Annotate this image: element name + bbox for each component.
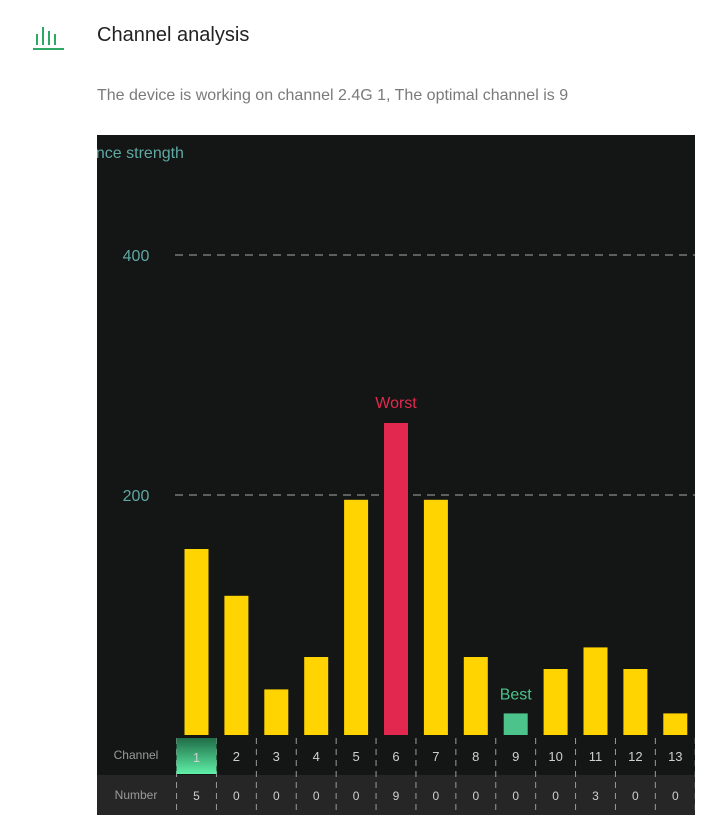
number-row xyxy=(97,775,695,815)
channel-12-label: 12 xyxy=(628,749,642,764)
bar-channel-5 xyxy=(344,499,369,735)
channel-10-label: 10 xyxy=(548,749,562,764)
channel-4-number: 0 xyxy=(313,789,320,803)
number-row-label: Number xyxy=(115,788,158,802)
bar-channel-8 xyxy=(463,657,488,735)
bar-channel-12 xyxy=(623,669,648,735)
channel-3-number: 0 xyxy=(273,789,280,803)
bar-channel-2 xyxy=(224,595,249,735)
channel-status-text: The device is working on channel 2.4G 1,… xyxy=(97,87,569,104)
channel-8-number: 0 xyxy=(472,789,479,803)
bar-channel-6 xyxy=(384,423,408,735)
channel-3-label: 3 xyxy=(273,749,280,764)
channel-row-label: Channel xyxy=(114,748,159,762)
channel-9-label: 9 xyxy=(512,749,519,764)
bar-channel-9 xyxy=(503,713,528,735)
channel-7-number: 0 xyxy=(433,789,440,803)
channel-10-number: 0 xyxy=(552,789,559,803)
bar-channel-4 xyxy=(304,657,329,735)
channel-1-label: 1 xyxy=(193,750,200,765)
channel-11-label: 11 xyxy=(589,749,603,764)
y-tick-label: 200 xyxy=(123,488,150,505)
channel-4-label: 4 xyxy=(313,749,320,764)
channel-9-number: 0 xyxy=(512,789,519,803)
channel-5-label: 5 xyxy=(352,749,359,764)
channel-11-number: 3 xyxy=(592,789,599,803)
bar-channel-10 xyxy=(543,669,568,735)
page-title: Channel analysis xyxy=(97,24,250,46)
bar-channel-7 xyxy=(423,499,448,735)
channel-13-number: 0 xyxy=(672,789,679,803)
channel-8-label: 8 xyxy=(472,749,479,764)
chart-canvas: 200 400 Worst Best Channel Number 1 5 2 0 3 0 4 0 5 0 6 9… xyxy=(97,248,695,815)
worst-label: Worst xyxy=(375,395,417,412)
channel-2-number: 0 xyxy=(233,789,240,803)
channel-1-number: 5 xyxy=(193,789,200,803)
channel-chart: 200 400 Worst Best Channel Number 1 5 2 0 3 0 4 0 5 0 6 9… xyxy=(97,135,695,815)
channel-13-label: 13 xyxy=(668,749,682,764)
y-tick-label: 400 xyxy=(123,248,150,265)
y-axis-label: ence strength xyxy=(97,145,184,162)
current-channel-highlight xyxy=(176,738,217,774)
signal-bars-icon xyxy=(33,27,64,50)
channel-12-number: 0 xyxy=(632,789,639,803)
channel-5-number: 0 xyxy=(353,789,360,803)
bar-channel-3 xyxy=(264,689,289,735)
bar-channel-1 xyxy=(184,549,209,735)
bar-channel-13 xyxy=(663,713,688,735)
best-label: Best xyxy=(500,686,533,703)
bar-channel-11 xyxy=(583,647,608,735)
channel-6-number: 9 xyxy=(393,789,400,803)
channel-6-label: 6 xyxy=(392,749,399,764)
channel-2-label: 2 xyxy=(233,749,240,764)
channel-7-label: 7 xyxy=(432,749,439,764)
